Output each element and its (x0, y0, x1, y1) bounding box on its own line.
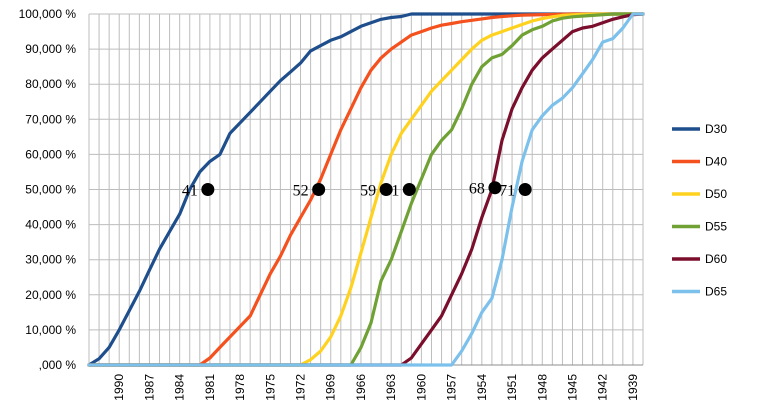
y-tick-label: ,000 % (39, 358, 77, 372)
series-line-d55 (87, 12, 645, 367)
marker-point (518, 183, 532, 196)
series-lines (87, 12, 645, 367)
x-tick-label: 1981 (203, 374, 217, 401)
y-tick-label: 40,000 % (25, 218, 76, 232)
legend-label: D40 (705, 155, 727, 169)
x-tick-label: 1978 (233, 374, 247, 401)
x-tick-label: 1984 (173, 374, 187, 401)
y-tick-label: 100,000 % (19, 7, 77, 21)
x-tick-label: 1975 (263, 374, 277, 401)
x-tick-label: 1963 (384, 374, 398, 401)
x-tick-label: 1966 (354, 374, 368, 401)
marker-label: 52 (293, 183, 309, 200)
x-tick-label: 1948 (535, 374, 549, 401)
marker-label: 59 (360, 183, 376, 200)
x-tick-label: 1939 (626, 374, 640, 401)
y-tick-label: 80,000 % (25, 77, 76, 91)
x-tick-label: 1969 (324, 374, 338, 401)
marker-point (488, 181, 502, 195)
series-line-d50 (87, 12, 645, 367)
x-axis-tick-labels: 1990 1987 1984 1981 1978 1975 1972 1969 1966 1963… (112, 374, 640, 401)
marker-point (201, 183, 215, 196)
x-tick-label: 1945 (565, 374, 579, 401)
legend-label: D65 (705, 285, 727, 299)
marker-label: 41 (182, 183, 198, 200)
y-tick-label: 30,000 % (25, 253, 76, 267)
marker-label: 71 (499, 183, 515, 200)
marker-label: 68 (469, 181, 485, 198)
annotation-markers: 41 52 59 61 68 71 (182, 181, 532, 200)
x-tick-label: 1972 (294, 374, 308, 401)
marker-point (402, 183, 416, 196)
y-tick-label: 50,000 % (25, 183, 76, 197)
y-tick-label: 60,000 % (25, 147, 76, 161)
x-tick-label: 1951 (505, 374, 519, 401)
legend-label: D30 (705, 122, 727, 136)
marker-point (312, 183, 326, 196)
x-tick-label: 1960 (414, 374, 428, 401)
marker-point (379, 183, 393, 196)
x-tick-label: 1942 (596, 374, 610, 401)
series-line-d40 (87, 12, 645, 367)
x-tick-label: 1987 (142, 374, 156, 401)
y-tick-label: 90,000 % (25, 42, 76, 56)
x-tick-label: 1954 (475, 374, 489, 401)
marker-label: 61 (383, 183, 399, 200)
y-tick-label: 70,000 % (25, 112, 76, 126)
legend-label: D50 (705, 187, 727, 201)
y-tick-label: 20,000 % (25, 288, 76, 302)
y-axis-tick-labels: ,000 % 10,000 % 20,000 % 30,000 % 40,000 % 50… (19, 7, 77, 372)
series-line-d30 (87, 12, 645, 367)
legend-label: D55 (705, 220, 727, 234)
series-line-d65 (87, 12, 645, 367)
y-tick-label: 10,000 % (25, 323, 76, 337)
legend-label: D60 (705, 252, 727, 266)
x-tick-label: 1957 (445, 374, 459, 401)
series-line-d60 (87, 12, 645, 367)
legend: D30 D40 D50 D55 D60 D65 (672, 122, 727, 299)
x-tick-label: 1990 (112, 374, 126, 401)
